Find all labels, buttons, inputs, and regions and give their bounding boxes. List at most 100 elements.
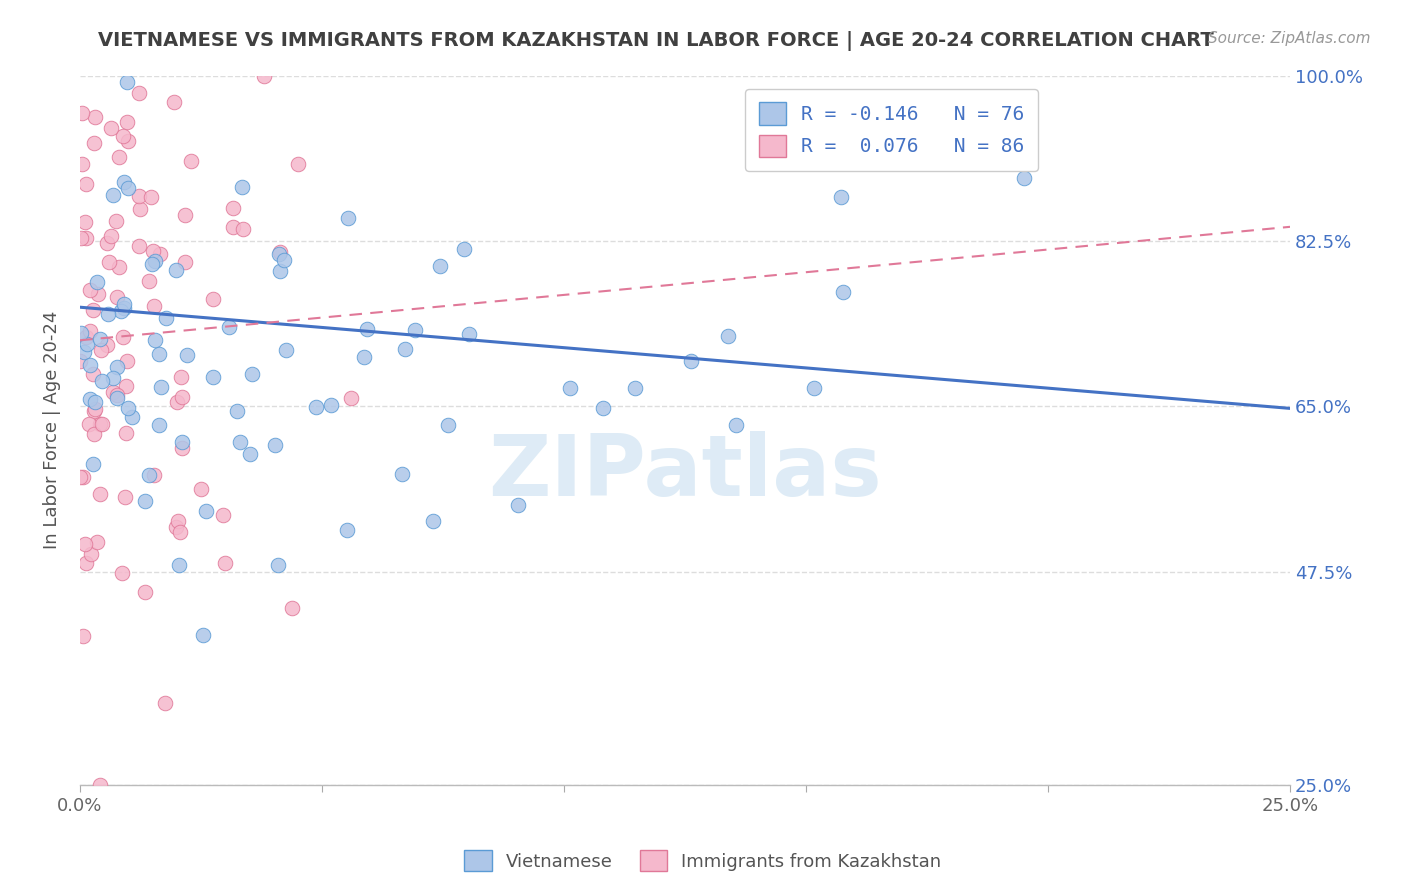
Text: ZIPatlas: ZIPatlas	[488, 431, 882, 514]
Point	[803, 380, 825, 394]
Point	[356, 322, 378, 336]
Point	[117, 75, 139, 89]
Point	[82, 457, 104, 471]
Point	[107, 290, 129, 304]
Point	[112, 301, 135, 315]
Point	[96, 338, 118, 352]
Point	[717, 329, 740, 343]
Point	[111, 566, 134, 581]
Point	[143, 333, 166, 347]
Point	[212, 508, 235, 522]
Point	[337, 211, 360, 225]
Point	[90, 417, 112, 431]
Point	[107, 260, 129, 274]
Point	[437, 418, 460, 433]
Point	[231, 222, 253, 236]
Text: Source: ZipAtlas.com: Source: ZipAtlas.com	[1208, 31, 1371, 46]
Point	[114, 426, 136, 441]
Point	[83, 426, 105, 441]
Point	[149, 247, 172, 261]
Point	[112, 175, 135, 189]
Point	[112, 330, 135, 344]
Point	[269, 264, 291, 278]
Point	[84, 111, 107, 125]
Point	[121, 410, 143, 425]
Point	[269, 244, 291, 259]
Point	[89, 332, 111, 346]
Point	[73, 345, 96, 359]
Point	[84, 401, 107, 416]
Point	[117, 134, 139, 148]
Point	[115, 378, 138, 392]
Point	[458, 326, 481, 341]
Point	[69, 470, 91, 484]
Point	[91, 374, 114, 388]
Point	[110, 304, 132, 318]
Point	[89, 778, 111, 792]
Point	[287, 156, 309, 170]
Point	[422, 514, 444, 528]
Point	[86, 287, 108, 301]
Point	[624, 381, 647, 395]
Point	[142, 244, 165, 258]
Point	[128, 239, 150, 253]
Point	[128, 86, 150, 100]
Point	[138, 467, 160, 482]
Legend: R = -0.146   N = 76, R =  0.076   N = 86: R = -0.146 N = 76, R = 0.076 N = 86	[745, 89, 1038, 170]
Point	[239, 447, 262, 461]
Text: VIETNAMESE VS IMMIGRANTS FROM KAZAKHSTAN IN LABOR FORCE | AGE 20-24 CORRELATION : VIETNAMESE VS IMMIGRANTS FROM KAZAKHSTAN…	[98, 31, 1215, 51]
Point	[86, 275, 108, 289]
Point	[100, 229, 122, 244]
Point	[148, 418, 170, 433]
Point	[724, 418, 747, 433]
Point	[1012, 170, 1035, 185]
Point	[253, 69, 276, 83]
Point	[115, 114, 138, 128]
Point	[592, 401, 614, 415]
Point	[79, 324, 101, 338]
Point	[128, 189, 150, 203]
Point	[97, 307, 120, 321]
Point	[506, 498, 529, 512]
Point	[166, 394, 188, 409]
Point	[129, 202, 152, 216]
Point	[86, 535, 108, 549]
Point	[105, 391, 128, 405]
Point	[70, 326, 93, 341]
Point	[148, 346, 170, 360]
Point	[231, 180, 253, 194]
Point	[72, 629, 94, 643]
Point	[75, 177, 97, 191]
Point	[560, 381, 582, 395]
Point	[340, 391, 363, 405]
Point	[267, 558, 290, 572]
Point	[169, 524, 191, 539]
Point	[214, 556, 236, 570]
Y-axis label: In Labor Force | Age 20-24: In Labor Force | Age 20-24	[44, 311, 60, 549]
Point	[83, 404, 105, 418]
Point	[73, 536, 96, 550]
Point	[77, 417, 100, 431]
Point	[830, 190, 852, 204]
Point	[79, 283, 101, 297]
Point	[141, 257, 163, 271]
Point	[139, 190, 162, 204]
Point	[79, 358, 101, 372]
Point	[101, 384, 124, 399]
Point	[180, 153, 202, 168]
Point	[90, 343, 112, 358]
Point	[195, 503, 218, 517]
Point	[832, 285, 855, 300]
Point	[143, 254, 166, 268]
Point	[391, 467, 413, 482]
Point	[336, 524, 359, 538]
Point	[89, 417, 111, 431]
Point	[191, 628, 214, 642]
Point	[134, 585, 156, 599]
Point	[69, 231, 91, 245]
Point	[165, 263, 187, 277]
Point	[115, 354, 138, 368]
Point	[165, 520, 187, 534]
Point	[153, 696, 176, 710]
Point	[72, 470, 94, 484]
